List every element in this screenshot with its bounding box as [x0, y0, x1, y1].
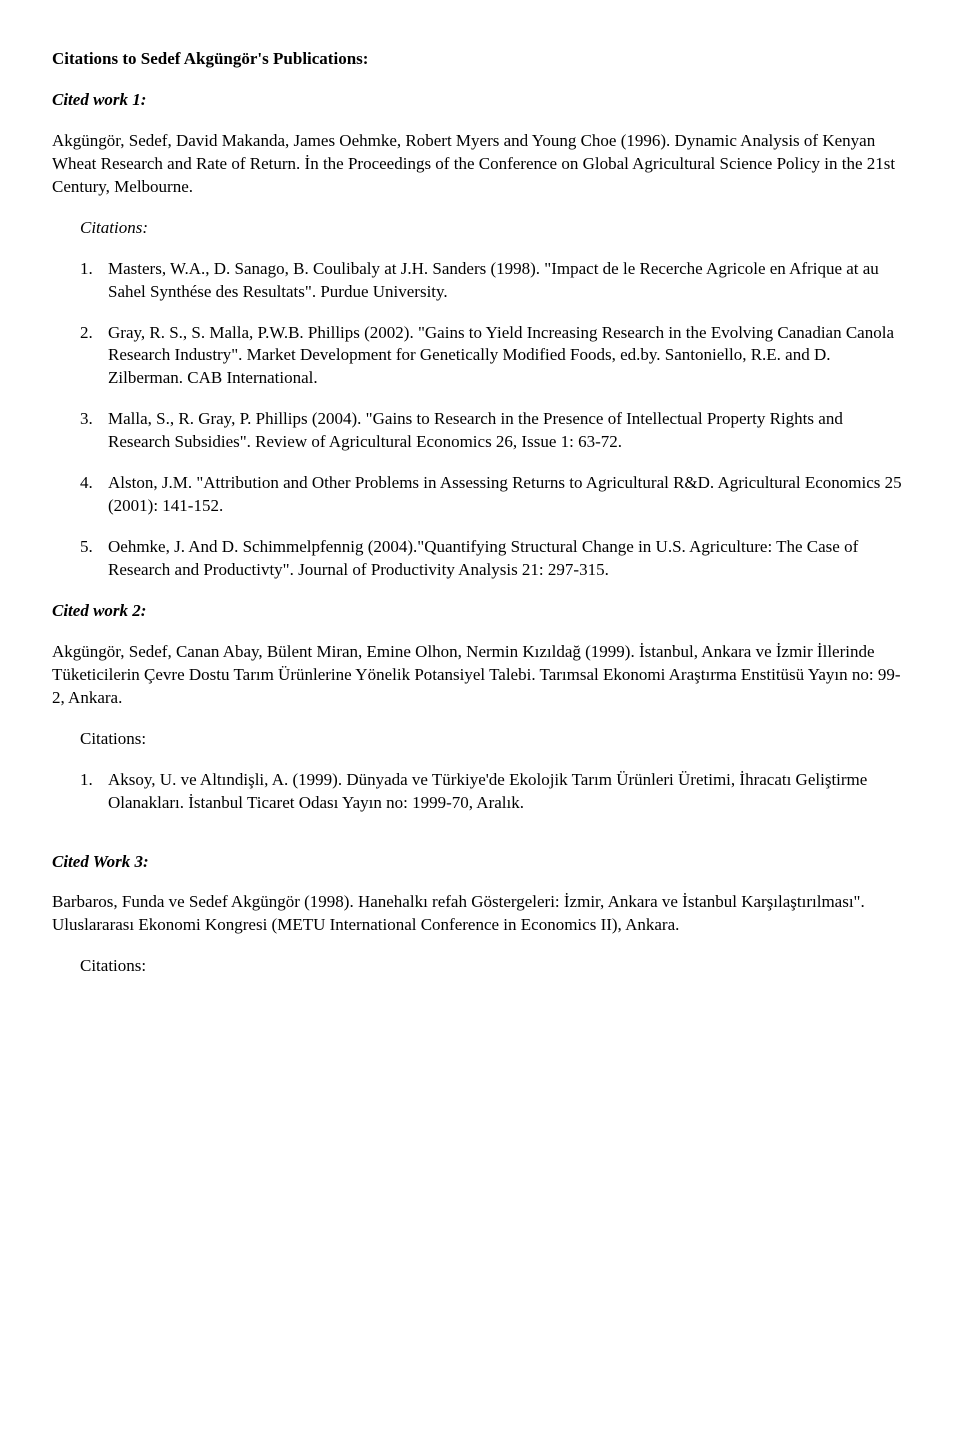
list-item-number: 1.: [80, 769, 108, 815]
cited-work-1-citations-label: Citations:: [52, 217, 908, 240]
cited-work-3-citations-label: Citations:: [52, 955, 908, 978]
list-item-text: Malla, S., R. Gray, P. Phillips (2004). …: [108, 408, 908, 454]
list-item: 4. Alston, J.M. "Attribution and Other P…: [52, 472, 908, 518]
list-item: 3. Malla, S., R. Gray, P. Phillips (2004…: [52, 408, 908, 454]
list-item: 5. Oehmke, J. And D. Schimmelpfennig (20…: [52, 536, 908, 582]
spacer: [52, 833, 908, 851]
page-title: Citations to Sedef Akgüngör's Publicatio…: [52, 48, 908, 71]
list-item: 1. Aksoy, U. ve Altındişli, A. (1999). D…: [52, 769, 908, 815]
cited-work-2-citations-label: Citations:: [52, 728, 908, 751]
list-item-text: Aksoy, U. ve Altındişli, A. (1999). Düny…: [108, 769, 908, 815]
cited-work-1-intro: Akgüngör, Sedef, David Makanda, James Oe…: [52, 130, 908, 199]
cited-work-1-label: Cited work 1:: [52, 89, 908, 112]
list-item-text: Masters, W.A., D. Sanago, B. Coulibaly a…: [108, 258, 908, 304]
list-item-number: 2.: [80, 322, 108, 391]
cited-work-2-label: Cited work 2:: [52, 600, 908, 623]
cited-work-2-intro: Akgüngör, Sedef, Canan Abay, Bülent Mira…: [52, 641, 908, 710]
list-item-text: Alston, J.M. "Attribution and Other Prob…: [108, 472, 908, 518]
cited-work-1-list: 1. Masters, W.A., D. Sanago, B. Coulibal…: [52, 258, 908, 582]
list-item-number: 3.: [80, 408, 108, 454]
list-item-number: 4.: [80, 472, 108, 518]
list-item-text: Gray, R. S., S. Malla, P.W.B. Phillips (…: [108, 322, 908, 391]
list-item: 2. Gray, R. S., S. Malla, P.W.B. Phillip…: [52, 322, 908, 391]
list-item-text: Oehmke, J. And D. Schimmelpfennig (2004)…: [108, 536, 908, 582]
cited-work-2-list: 1. Aksoy, U. ve Altındişli, A. (1999). D…: [52, 769, 908, 815]
cited-work-3-label: Cited Work 3:: [52, 851, 908, 874]
cited-work-3-intro: Barbaros, Funda ve Sedef Akgüngör (1998)…: [52, 891, 908, 937]
list-item-number: 1.: [80, 258, 108, 304]
list-item-number: 5.: [80, 536, 108, 582]
list-item: 1. Masters, W.A., D. Sanago, B. Coulibal…: [52, 258, 908, 304]
